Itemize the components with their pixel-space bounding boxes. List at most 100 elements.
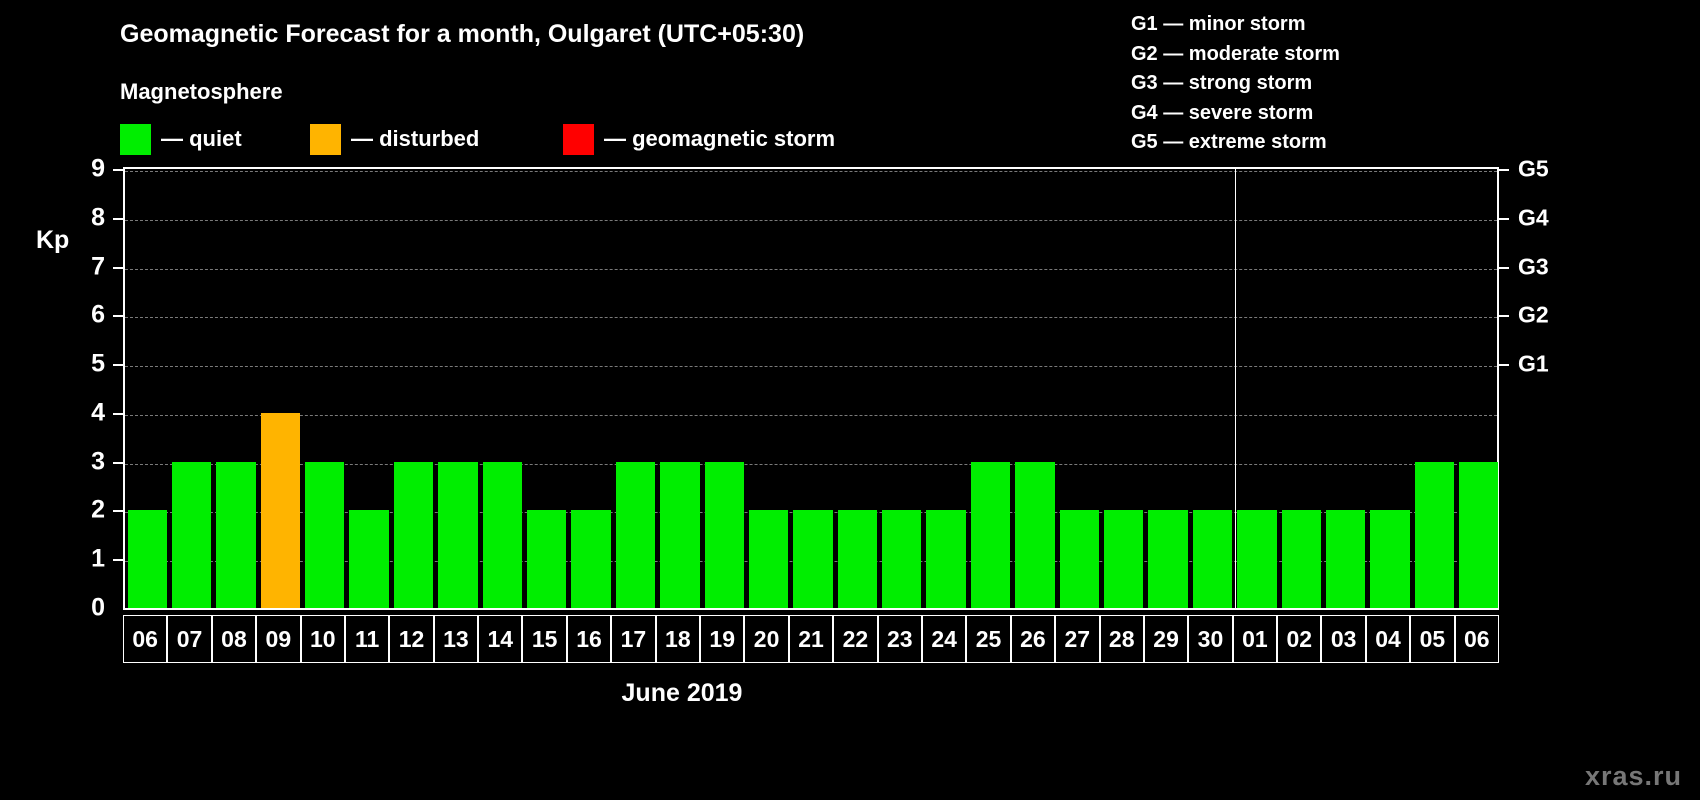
x-date-label-28: 04 bbox=[1365, 615, 1411, 663]
y-tick-mark-8 bbox=[113, 217, 123, 220]
bar-06 bbox=[1459, 461, 1499, 608]
bar-16 bbox=[571, 510, 611, 608]
x-date-label-7: 13 bbox=[433, 615, 479, 663]
legend-swatch-quiet bbox=[120, 123, 151, 155]
x-date-label-17: 23 bbox=[877, 615, 922, 663]
y-tick-label-9: 9 bbox=[91, 154, 105, 183]
legend-swatch-disturbed bbox=[310, 123, 341, 155]
watermark: xras.ru bbox=[1584, 761, 1682, 791]
x-date-label-20: 26 bbox=[1010, 615, 1056, 663]
x-date-label-30: 06 bbox=[1454, 615, 1499, 663]
y-tick-label-5: 5 bbox=[91, 349, 105, 378]
x-date-label-27: 03 bbox=[1321, 615, 1366, 663]
x-axis-title: June 2019 bbox=[0, 679, 1700, 708]
bar-01 bbox=[1237, 510, 1277, 608]
bar-18 bbox=[660, 461, 700, 608]
bar-07 bbox=[171, 461, 212, 608]
legend-label-quiet: — quiet bbox=[161, 126, 242, 151]
y-tick-label-7: 7 bbox=[91, 252, 105, 281]
g-tick-mark-g5 bbox=[1499, 169, 1509, 171]
g-scale-axis: G1 G2 G3 G4 G5 bbox=[1499, 156, 1619, 610]
bar-29 bbox=[1148, 510, 1188, 608]
bar-11 bbox=[349, 510, 389, 608]
bar-14 bbox=[482, 461, 522, 608]
x-date-label-3: 09 bbox=[256, 615, 301, 663]
bar-25 bbox=[970, 461, 1011, 608]
bar-08 bbox=[216, 461, 256, 608]
y-tick-mark-9 bbox=[113, 169, 123, 171]
month-divider-line bbox=[1234, 169, 1237, 608]
gridline-kp-4 bbox=[125, 414, 1497, 416]
legend-entry-quiet: — quiet bbox=[120, 123, 242, 155]
x-date-label-10: 16 bbox=[566, 615, 612, 663]
x-date-label-2: 08 bbox=[211, 615, 257, 663]
bar-24 bbox=[926, 510, 966, 608]
gscale-row-g3: G3 — strong storm bbox=[1131, 72, 1313, 94]
g-tick-mark-g4 bbox=[1499, 217, 1509, 220]
legend-label-storm: — geomagnetic storm bbox=[604, 126, 836, 151]
y-tick-mark-2 bbox=[113, 510, 123, 513]
bar-19 bbox=[704, 461, 744, 608]
y-tick-label-2: 2 bbox=[91, 495, 105, 524]
x-date-label-5: 11 bbox=[344, 615, 390, 663]
bar-20 bbox=[748, 510, 789, 608]
g-tick-mark-g2 bbox=[1499, 315, 1509, 318]
x-date-label-11: 17 bbox=[611, 615, 656, 663]
bar-02 bbox=[1281, 510, 1321, 608]
plot-area bbox=[123, 167, 1499, 610]
gridline-kp-5 bbox=[125, 366, 1497, 368]
x-date-label-24: 30 bbox=[1188, 615, 1233, 663]
x-date-label-22: 28 bbox=[1099, 615, 1144, 663]
g-tick-mark-g1 bbox=[1499, 364, 1509, 367]
x-date-label-14: 20 bbox=[744, 615, 789, 663]
g-tick-mark-g3 bbox=[1499, 266, 1509, 269]
x-date-label-9: 15 bbox=[522, 615, 567, 663]
gridline-kp-7 bbox=[125, 268, 1497, 270]
legend-entry-disturbed: — disturbed bbox=[310, 123, 480, 155]
g-tick-label-g2: G2 bbox=[1518, 301, 1549, 328]
gscale-legend: G1 — minor storm G2 — moderate storm G3 — … bbox=[1131, 10, 1340, 158]
bar-09 bbox=[260, 412, 301, 608]
magnetosphere-heading: Magnetosphere bbox=[120, 79, 283, 104]
bar-28 bbox=[1104, 510, 1144, 608]
x-date-label-23: 29 bbox=[1143, 615, 1189, 663]
gridline-kp-8 bbox=[125, 219, 1497, 221]
x-date-label-6: 12 bbox=[389, 615, 434, 663]
bar-03 bbox=[1325, 510, 1366, 608]
bar-15 bbox=[526, 510, 567, 608]
x-date-label-21: 27 bbox=[1055, 615, 1100, 663]
gscale-row-g1: G1 — minor storm bbox=[1131, 13, 1306, 35]
g-tick-label-g1: G1 bbox=[1518, 350, 1549, 377]
x-date-label-29: 05 bbox=[1410, 615, 1455, 663]
x-axis-title-text: June 2019 bbox=[621, 679, 743, 707]
bar-23 bbox=[882, 510, 922, 608]
gridline-kp-9 bbox=[125, 171, 1497, 172]
y-tick-mark-6 bbox=[113, 315, 123, 318]
y-tick-mark-4 bbox=[113, 412, 123, 415]
x-date-label-1: 07 bbox=[167, 615, 212, 663]
x-date-label-18: 24 bbox=[921, 615, 967, 663]
legend-label-disturbed: — disturbed bbox=[351, 126, 480, 151]
y-tick-label-1: 1 bbox=[91, 544, 105, 573]
g-tick-label-g5: G5 bbox=[1518, 155, 1549, 182]
x-date-label-8: 14 bbox=[478, 615, 523, 663]
x-date-label-15: 21 bbox=[788, 615, 834, 663]
gridline-kp-3 bbox=[125, 463, 1497, 465]
bar-27 bbox=[1059, 510, 1099, 608]
bar-21 bbox=[793, 510, 833, 608]
x-date-label-19: 25 bbox=[966, 615, 1011, 663]
x-date-label-26: 02 bbox=[1277, 615, 1322, 663]
gscale-row-g5: G5 — extreme storm bbox=[1131, 131, 1327, 153]
bar-26 bbox=[1015, 461, 1055, 608]
bar-13 bbox=[438, 461, 478, 608]
g-tick-label-g3: G3 bbox=[1518, 253, 1549, 280]
y-tick-label-8: 8 bbox=[91, 203, 105, 232]
x-date-label-4: 10 bbox=[300, 615, 345, 663]
y-tick-mark-7 bbox=[113, 266, 123, 269]
y-axis-title: Kp bbox=[36, 226, 70, 254]
g-tick-label-g4: G4 bbox=[1518, 204, 1549, 231]
y-tick-mark-3 bbox=[113, 461, 123, 464]
page-title: Geomagnetic Forecast for a month, Oulgar… bbox=[120, 20, 805, 48]
x-axis-date-labels: 06 07 08 09 10 11 12 13 14 15 16 17 18 19 20 21 22 23 24 25… bbox=[123, 615, 1499, 663]
bar-17 bbox=[615, 461, 656, 608]
